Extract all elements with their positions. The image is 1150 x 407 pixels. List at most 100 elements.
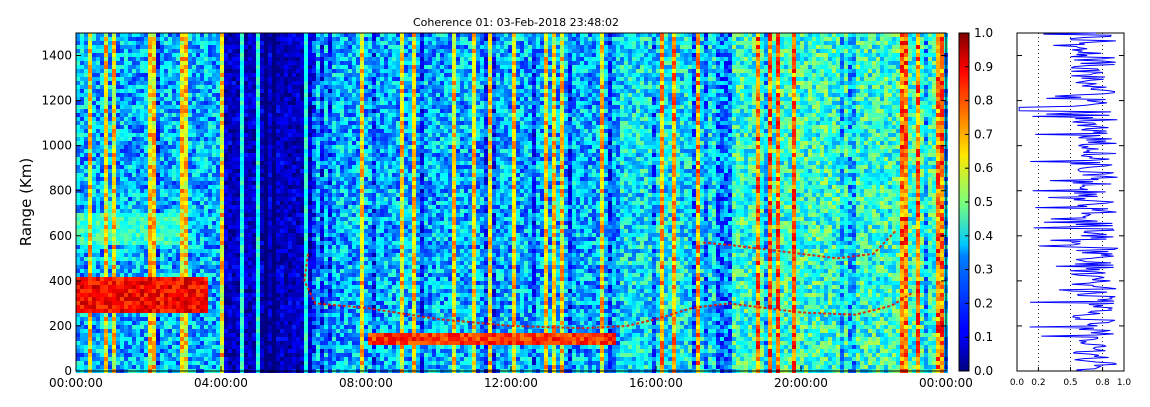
heatmap-cell [104, 41, 108, 45]
heatmap-cell [208, 269, 212, 273]
heatmap-cell [176, 173, 180, 177]
heatmap-cell [172, 117, 176, 121]
heatmap-cell [224, 37, 228, 41]
heatmap-cell [288, 77, 292, 81]
heatmap-cell [152, 353, 156, 357]
heatmap-cell [304, 197, 308, 201]
heatmap-cell [168, 245, 172, 249]
heatmap-cell [168, 293, 172, 297]
heatmap-cell [176, 89, 180, 93]
heatmap-cell [128, 145, 132, 149]
heatmap-cell [276, 109, 280, 113]
heatmap-cell [284, 77, 288, 81]
heatmap-cell [140, 317, 144, 321]
heatmap-cell [212, 301, 216, 305]
heatmap-cell [80, 281, 84, 285]
heatmap-cell [292, 161, 296, 165]
heatmap-cell [204, 93, 208, 97]
heatmap-cell [80, 53, 84, 57]
heatmap-cell [120, 157, 124, 161]
heatmap-cell [248, 69, 252, 73]
heatmap-cell [184, 133, 188, 137]
heatmap-cell [300, 281, 304, 285]
heatmap-cell [232, 317, 236, 321]
heatmap-cell [132, 165, 136, 169]
heatmap-cell [116, 141, 120, 145]
heatmap-cell [124, 53, 128, 57]
heatmap-cell [160, 289, 164, 293]
heatmap-cell [184, 129, 188, 133]
heatmap-cell [140, 49, 144, 53]
heatmap-cell [236, 285, 240, 289]
heatmap-cell [236, 37, 240, 41]
heatmap-cell [280, 269, 284, 273]
heatmap-cell [144, 129, 148, 133]
heatmap-cell [272, 105, 276, 109]
heatmap-cell [172, 301, 176, 305]
heatmap-cell [116, 133, 120, 137]
heatmap-cell [120, 77, 124, 81]
heatmap-cell [224, 353, 228, 357]
heatmap-cell [88, 253, 92, 257]
heatmap-cell [184, 89, 188, 93]
heatmap-cell [152, 217, 156, 221]
heatmap-cell [292, 229, 296, 233]
heatmap-cell [144, 173, 148, 177]
heatmap-cell [252, 197, 256, 201]
heatmap-cell [100, 85, 104, 89]
heatmap-cell [244, 261, 248, 265]
heatmap-cell [184, 65, 188, 69]
heatmap-cell [132, 57, 136, 61]
heatmap-cell [112, 253, 116, 257]
heatmap-cell [212, 157, 216, 161]
heatmap-cell [160, 109, 164, 113]
heatmap-cell [220, 73, 224, 77]
heatmap-cell [76, 89, 80, 93]
heatmap-cell [80, 221, 84, 225]
heatmap-cell [192, 49, 196, 53]
heatmap-cell [216, 89, 220, 93]
heatmap-cell [244, 297, 248, 301]
heatmap-cell [236, 169, 240, 173]
heatmap-cell [164, 49, 168, 53]
heatmap-cell [244, 345, 248, 349]
heatmap-cell [76, 229, 80, 233]
heatmap-cell [260, 161, 264, 165]
heatmap-cell [204, 97, 208, 101]
heatmap-cell [148, 141, 152, 145]
heatmap-cell [140, 85, 144, 89]
heatmap-cell [212, 201, 216, 205]
heatmap-cell [284, 325, 288, 329]
heatmap-cell [200, 285, 204, 289]
heatmap-cell [148, 209, 152, 213]
heatmap-cell [212, 329, 216, 333]
heatmap-cell [172, 77, 176, 81]
heatmap-cell [140, 141, 144, 145]
heatmap-cell [264, 305, 268, 309]
heatmap-cell [92, 89, 96, 93]
heatmap-cell [156, 33, 160, 37]
heatmap-cell [140, 185, 144, 189]
heatmap-cell [208, 165, 212, 169]
heatmap-cell [80, 33, 84, 37]
heatmap-cell [136, 97, 140, 101]
heatmap-cell [240, 237, 244, 241]
heatmap-cell [220, 325, 224, 329]
heatmap-cell [264, 101, 268, 105]
heatmap-cell [148, 145, 152, 149]
heatmap-cell [268, 233, 272, 237]
heatmap-cell [256, 57, 260, 61]
heatmap-cell [256, 217, 260, 221]
heatmap-cell [220, 333, 224, 337]
heatmap-cell [188, 53, 192, 57]
heatmap-cell [168, 45, 172, 49]
heatmap-cell [140, 69, 144, 73]
heatmap-cell [180, 205, 184, 209]
heatmap-cell [88, 189, 92, 193]
heatmap-cell [292, 237, 296, 241]
heatmap-cell [120, 309, 124, 313]
heatmap-cell [88, 93, 92, 97]
heatmap-cell [80, 77, 84, 81]
heatmap-cell [252, 165, 256, 169]
heatmap-cell [88, 45, 92, 49]
